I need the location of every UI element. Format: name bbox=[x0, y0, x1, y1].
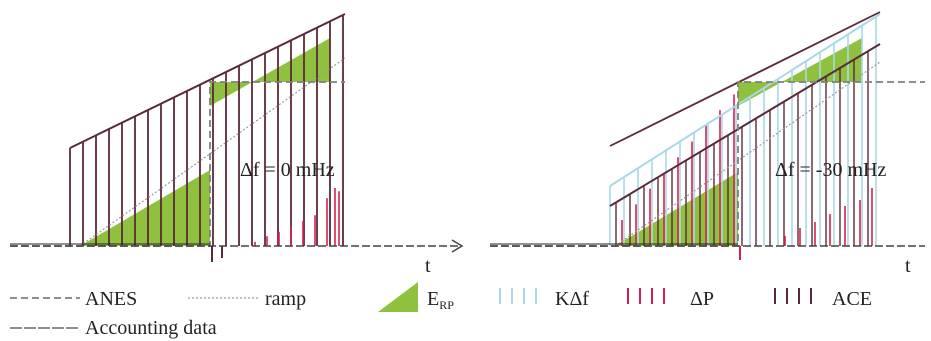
legend-erp: ERP bbox=[378, 282, 454, 312]
legend-delta-p: ΔP bbox=[627, 288, 714, 310]
legend-k-delta-f: KΔf bbox=[499, 288, 589, 310]
right-ramp-line bbox=[614, 61, 881, 247]
legend-erp-swatch bbox=[378, 282, 418, 312]
legend-ace-label: ACE bbox=[832, 288, 872, 310]
left-energy-area-lower bbox=[80, 170, 210, 246]
legend-erp-label: ERP bbox=[427, 288, 454, 312]
left-axis-label-t: t bbox=[425, 255, 431, 277]
right-panel: Δf = -30 mHz t bbox=[490, 11, 925, 277]
legend-anes-label: ANES bbox=[85, 288, 137, 310]
legend: ANES ramp ERP KΔf ΔP ACE Accounting data bbox=[10, 282, 872, 339]
right-kdf-envelope-top bbox=[609, 13, 881, 187]
right-delta-f-label: Δf = -30 mHz bbox=[775, 159, 886, 181]
legend-ramp: ramp bbox=[188, 288, 306, 310]
legend-delta-p-label: ΔP bbox=[690, 288, 714, 310]
right-ace-envelope-mid bbox=[609, 11, 881, 147]
right-ace-bars bbox=[615, 51, 869, 246]
legend-accounting: Accounting data bbox=[10, 317, 217, 339]
left-ace-bars bbox=[69, 14, 344, 246]
legend-ramp-label: ramp bbox=[265, 288, 306, 310]
left-panel: Δf = 0 mHz t bbox=[10, 13, 464, 277]
right-ace-envelope-top bbox=[609, 43, 881, 207]
left-delta-f-label: Δf = 0 mHz bbox=[240, 159, 335, 181]
right-axis-label-t: t bbox=[905, 255, 911, 277]
legend-k-delta-f-label: KΔf bbox=[555, 288, 589, 310]
left-ace-envelope-top bbox=[69, 13, 346, 149]
legend-ace: ACE bbox=[774, 288, 872, 310]
right-energy-area-upper bbox=[738, 38, 862, 106]
left-energy-area-upper bbox=[210, 38, 330, 106]
legend-accounting-label: Accounting data bbox=[85, 317, 217, 339]
legend-anes: ANES bbox=[10, 288, 137, 310]
left-axis-arrow-icon bbox=[451, 239, 464, 253]
right-kdf-bars bbox=[609, 16, 877, 246]
left-dp-bars bbox=[254, 188, 340, 246]
